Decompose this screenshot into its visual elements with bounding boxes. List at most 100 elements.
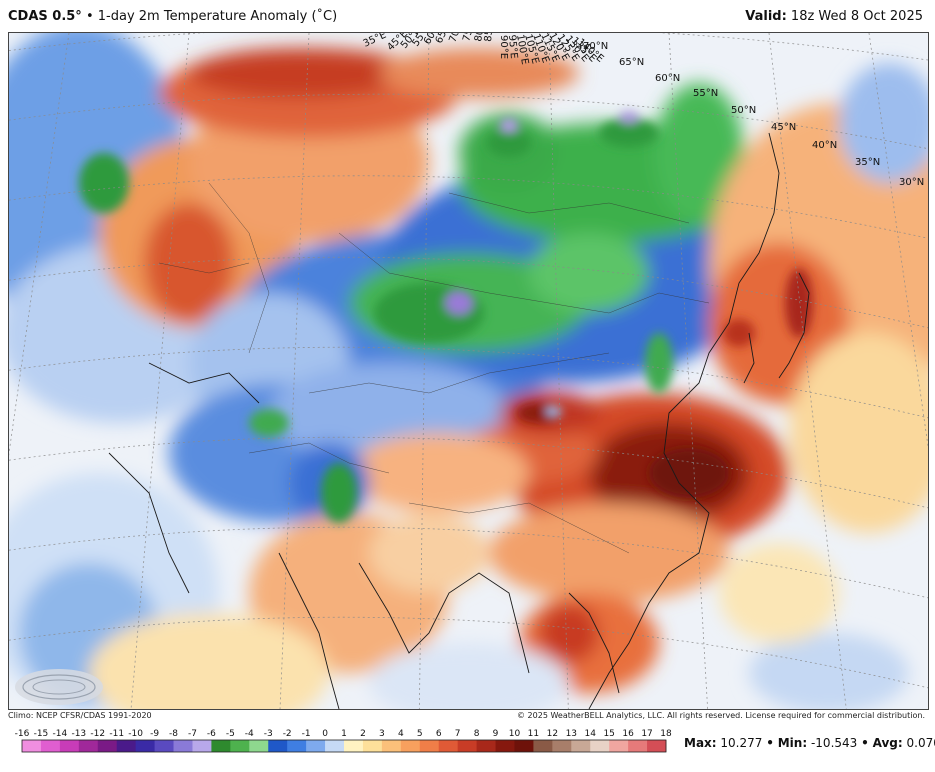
colorbar-swatch xyxy=(609,740,629,752)
colorbar-tick-label: 9 xyxy=(493,729,499,739)
colorbar-tick-label: 10 xyxy=(509,729,521,739)
colorbar-swatch xyxy=(230,740,250,752)
valid-time: Valid: 18z Wed 8 Oct 2025 xyxy=(745,9,923,24)
lon-label-100e: 100°E xyxy=(514,34,530,66)
header: CDAS 0.5° • 1-day 2m Temperature Anomaly… xyxy=(0,0,935,32)
colorbar-tick-label: -9 xyxy=(150,729,159,739)
latitude-labels: 70°N 65°N 60°N 55°N 50°N 45°N 40°N 35°N … xyxy=(583,41,924,188)
anomaly-detail xyxy=(79,111,813,523)
colorbar-tick-label: 4 xyxy=(398,729,404,739)
colorbar-swatch xyxy=(211,740,231,752)
longitude-labels: 35°E 45°E 50°E 55°E 60°E 65°E 70°E 75°E … xyxy=(362,33,606,65)
map-title: CDAS 0.5° • 1-day 2m Temperature Anomaly… xyxy=(8,9,337,24)
avg-value: 0.070 xyxy=(906,736,935,750)
colorbar-swatch xyxy=(306,740,326,752)
lon-label-70e: 70°E xyxy=(447,33,466,44)
map-canvas: 70°N 65°N 60°N 55°N 50°N 45°N 40°N 35°N … xyxy=(9,33,928,709)
colorbar-swatch xyxy=(533,740,553,752)
colorbar-swatch xyxy=(344,740,364,752)
colorbar-tick-label: 14 xyxy=(585,729,597,739)
max-label: Max: xyxy=(684,736,717,750)
max-value: 10.277 xyxy=(720,736,763,750)
lon-label-95e: 95°E xyxy=(506,34,519,59)
min-label: Min: xyxy=(777,736,808,750)
colorbar-swatches xyxy=(22,740,667,752)
colorbar-tick-label: -2 xyxy=(283,729,292,739)
climo-note: Climo: NCEP CFSR/CDAS 1991-2020 xyxy=(8,711,152,720)
colorbar-swatch xyxy=(287,740,307,752)
lat-label-50: 50°N xyxy=(731,105,756,116)
copyright-note: © 2025 WeatherBELL Analytics, LLC. All r… xyxy=(517,711,925,720)
colorbar-swatch xyxy=(116,740,137,752)
stats-sep-2: • xyxy=(861,736,869,750)
colorbar-swatch xyxy=(419,740,440,752)
colorbar-tick-label: 11 xyxy=(528,729,539,739)
colorbar-swatch xyxy=(22,740,42,752)
colorbar-tick-label: 12 xyxy=(547,729,558,739)
colorbar-tick-label: -11 xyxy=(109,729,124,739)
colorbar-swatch xyxy=(362,740,383,752)
colorbar-ticks: -16 -15 -14 -13 -12 -11 -10 -9 -8 -7 -6 -5 -4 -3 -2 -1 0… xyxy=(15,729,672,739)
colorbar-swatch xyxy=(325,740,345,752)
colorbar-tick-label: -12 xyxy=(90,729,105,739)
lon-label-80e: 80°E xyxy=(473,33,488,43)
valid-time-value: 18z Wed 8 Oct 2025 xyxy=(790,9,923,24)
colorbar-tick-label: 5 xyxy=(417,729,423,739)
lon-label-75e: 75°E xyxy=(461,33,478,43)
colorbar-tick-label: 2 xyxy=(360,729,366,739)
colorbar-swatch xyxy=(590,740,610,752)
model-name: CDAS 0.5° xyxy=(8,9,82,24)
colorbar-tick-label: 15 xyxy=(603,729,614,739)
colorbar-tick-label: 17 xyxy=(641,729,652,739)
weatherbell-logo xyxy=(15,669,103,705)
variable-title: 1-day 2m Temperature Anomaly (˚C) xyxy=(97,9,338,24)
colorbar-tick-label: -16 xyxy=(15,729,30,739)
colorbar-swatch xyxy=(514,740,534,752)
colorbar-tick-label: 16 xyxy=(622,729,634,739)
colorbar-swatch xyxy=(192,740,212,752)
borders xyxy=(158,182,710,554)
colorbar-swatch xyxy=(135,740,155,752)
colorbar-swatch xyxy=(476,740,496,752)
min-value: -10.543 xyxy=(810,736,858,750)
colorbar-swatch xyxy=(552,740,572,752)
colorbar-tick-label: -14 xyxy=(53,729,68,739)
colorbar-tick-label: -8 xyxy=(169,729,178,739)
colorbar-tick-label: -7 xyxy=(188,729,197,739)
colorbar-tick-label: -5 xyxy=(226,729,235,739)
colorbar-swatch xyxy=(268,740,288,752)
colorbar-tick-label: 3 xyxy=(379,729,385,739)
colorbar-swatch xyxy=(78,740,99,752)
graticule xyxy=(9,33,928,709)
lat-label-30: 30°N xyxy=(899,177,924,188)
field-stats: Max: 10.277 • Min: -10.543 • Avg: 0.070 xyxy=(684,736,935,750)
valid-label: Valid: xyxy=(745,9,787,24)
colorbar-tick-label: -10 xyxy=(128,729,143,739)
stats-sep-1: • xyxy=(766,736,774,750)
colorbar-swatch xyxy=(400,740,421,752)
colorbar-tick-label: 6 xyxy=(436,729,442,739)
colorbar-swatch xyxy=(457,740,477,752)
colorbar-tick-label: 7 xyxy=(455,729,461,739)
lon-label-85e: 85°E xyxy=(483,33,496,42)
lat-label-65: 65°N xyxy=(619,57,644,68)
colorbar-swatch xyxy=(628,740,648,752)
coastlines xyxy=(108,132,810,709)
lat-label-40: 40°N xyxy=(812,140,837,151)
colorbar-tick-label: 1 xyxy=(341,729,347,739)
colorbar-swatch xyxy=(249,740,269,752)
colorbar-tick-label: 13 xyxy=(566,729,577,739)
colorbar-swatch xyxy=(173,740,193,752)
colorbar-tick-label: -3 xyxy=(264,729,273,739)
colorbar-tick-label: -6 xyxy=(207,729,216,739)
colorbar-tick-label: -1 xyxy=(302,729,311,739)
colorbar-tick-label: 18 xyxy=(660,729,672,739)
anomaly-map: 70°N 65°N 60°N 55°N 50°N 45°N 40°N 35°N … xyxy=(8,32,929,710)
lon-label-90e: 90°E xyxy=(498,35,509,59)
colorbar-swatch xyxy=(381,740,402,752)
colorbar-tick-label: -13 xyxy=(71,729,86,739)
colorbar-swatch xyxy=(571,740,591,752)
colorbar: -16 -15 -14 -13 -12 -11 -10 -9 -8 -7 -6 -5 -4 -3 -2 -1 0… xyxy=(15,729,672,753)
colorbar-swatch xyxy=(647,740,667,752)
colorbar-tick-label: 8 xyxy=(474,729,480,739)
